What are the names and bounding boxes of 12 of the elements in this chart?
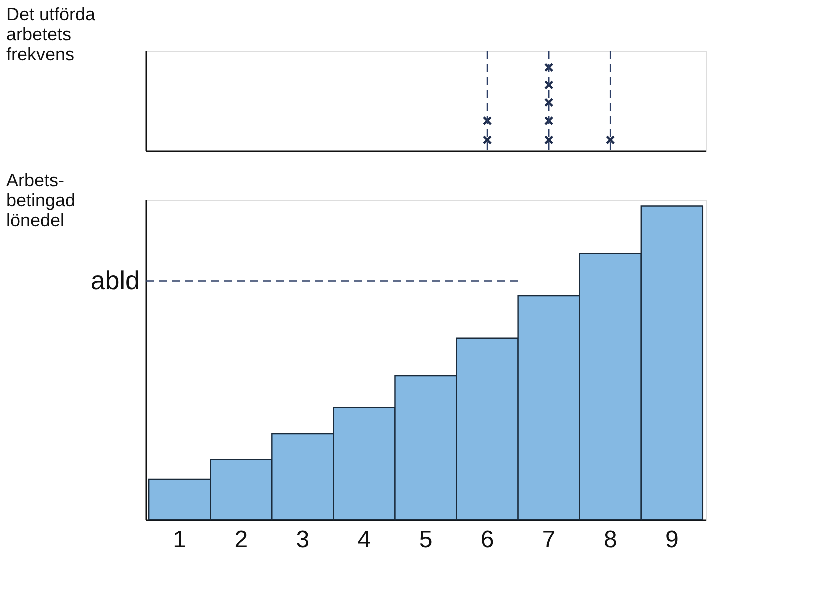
y-axis-title: Arbets- betingad lönedel [6,170,76,230]
x-tick-label: 7 [542,526,556,554]
x-tick-label: 6 [480,526,494,554]
y-axis-title: Det utförda arbetets frekvens [6,4,97,64]
x-tick-label: 3 [296,526,310,554]
x-tick-label: 9 [665,526,679,554]
x-tick-label: 8 [604,526,618,554]
ref-line-label: abld [90,265,140,296]
x-tick-label: 4 [358,526,372,554]
x-tick-label: 2 [234,526,248,554]
x-tick-label: 1 [173,526,187,554]
x-tick-label: 5 [419,526,433,554]
